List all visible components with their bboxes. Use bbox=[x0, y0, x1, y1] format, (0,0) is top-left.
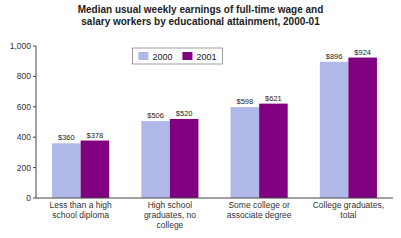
data-label: $924 bbox=[354, 48, 371, 57]
data-labels: $360 $506 $598 $896 $378 $520 $621 $924 bbox=[58, 48, 371, 143]
bar bbox=[170, 119, 199, 198]
tick-label: Less than a highschool diploma bbox=[49, 200, 112, 220]
tick-label: 1,000 bbox=[10, 41, 32, 51]
title: Median usual weekly earnings of full-tim… bbox=[78, 4, 324, 27]
data-label: $896 bbox=[326, 52, 343, 61]
tick-label: Some college orassociate degree bbox=[227, 200, 292, 220]
legend-swatch bbox=[182, 52, 192, 60]
bar bbox=[81, 141, 110, 198]
tick-label: 800 bbox=[17, 71, 31, 81]
legend-label: 2001 bbox=[196, 52, 216, 62]
data-label: $621 bbox=[265, 94, 282, 103]
bar bbox=[320, 62, 349, 198]
legend: 2000 2001 bbox=[132, 48, 222, 64]
tick-label: 200 bbox=[17, 163, 31, 173]
tick-label: High schoolgraduates, nocollege bbox=[144, 200, 196, 230]
tick-label: College graduates,total bbox=[313, 200, 384, 220]
data-label: $360 bbox=[58, 133, 75, 142]
bar bbox=[141, 121, 170, 198]
bar bbox=[348, 58, 377, 198]
tick-label: 600 bbox=[17, 102, 31, 112]
tick-label: 0 bbox=[26, 193, 31, 203]
legend-swatch bbox=[138, 52, 148, 60]
y-axis: 0 200 400 600 800 1,000 bbox=[10, 41, 36, 203]
axis-line bbox=[36, 198, 393, 199]
x-axis: Less than a highschool diploma High schoo… bbox=[36, 198, 393, 230]
bar bbox=[231, 107, 260, 198]
chart: Median usual weekly earnings of full-tim… bbox=[0, 0, 401, 238]
data-label: $598 bbox=[237, 97, 254, 106]
tick-label: 400 bbox=[17, 132, 31, 142]
data-label: $506 bbox=[147, 111, 164, 120]
legend-label: 2000 bbox=[152, 52, 172, 62]
data-label: $378 bbox=[87, 131, 104, 140]
bar bbox=[52, 143, 81, 198]
axis-line bbox=[36, 46, 37, 198]
bars bbox=[52, 58, 377, 198]
data-label: $520 bbox=[176, 109, 193, 118]
legend-frame bbox=[132, 48, 222, 64]
bar bbox=[259, 104, 288, 198]
